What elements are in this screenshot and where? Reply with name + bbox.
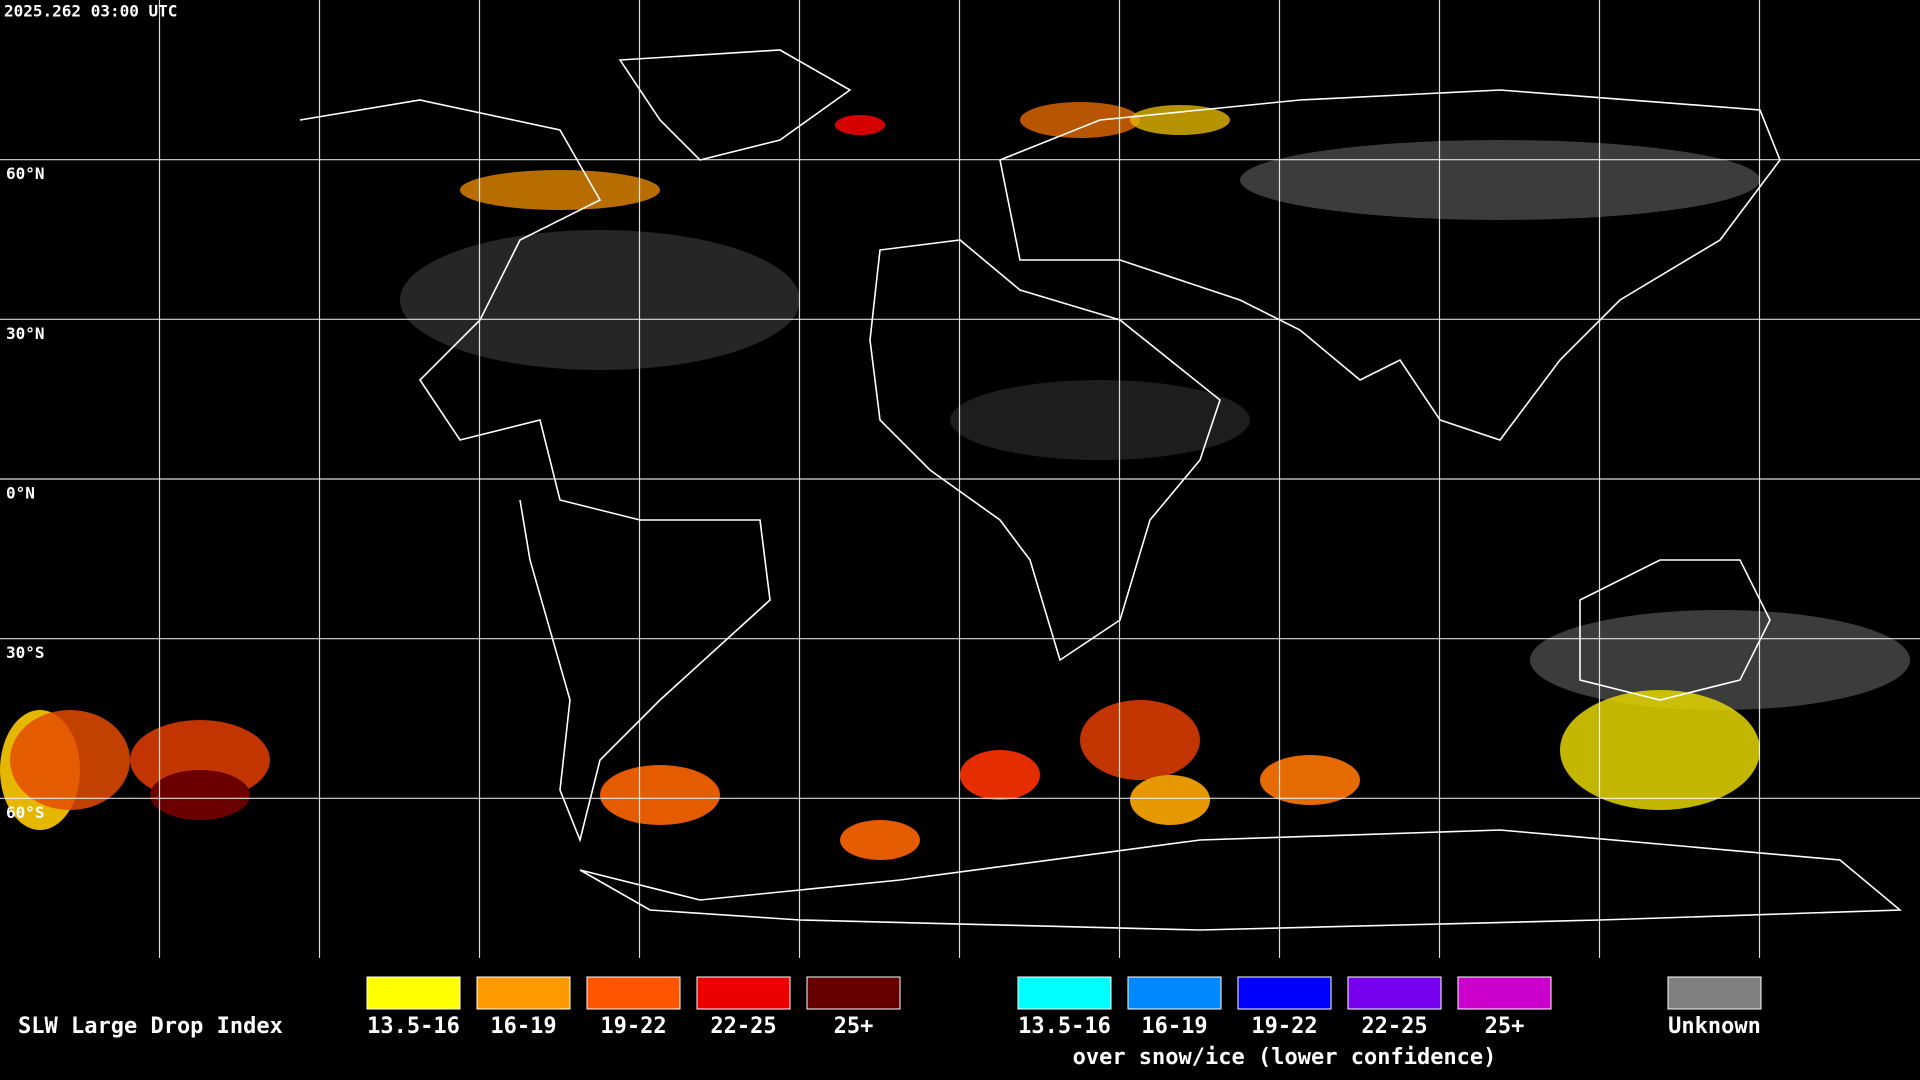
legend-label: 25+ <box>834 1014 874 1039</box>
legend-label: 16-19 <box>1141 1014 1207 1039</box>
legend-label: 25+ <box>1485 1014 1525 1039</box>
legend-swatch <box>476 976 571 1010</box>
legend-panel <box>0 958 1920 1080</box>
legend-swatch <box>1667 976 1762 1010</box>
legend-title: SLW Large Drop Index <box>18 1014 283 1039</box>
legend-label: 22-25 <box>710 1014 776 1039</box>
legend-swatch <box>586 976 681 1010</box>
cloud-field <box>0 102 1910 860</box>
latitude-label: 30°S <box>6 643 45 662</box>
legend-swatch <box>806 976 901 1010</box>
graticule <box>0 0 1920 958</box>
legend-label: 13.5-16 <box>1018 1014 1111 1039</box>
legend-label: Unknown <box>1668 1014 1761 1039</box>
legend-swatch <box>1237 976 1332 1010</box>
latitude-label: 0°N <box>6 484 35 503</box>
latitude-label: 30°N <box>6 324 45 343</box>
legend-swatch <box>1017 976 1112 1010</box>
timestamp: 2025.262 03:00 UTC <box>4 2 177 21</box>
latitude-label: 60°N <box>6 164 45 183</box>
latitude-label: 60°S <box>6 803 45 822</box>
legend-label: 16-19 <box>490 1014 556 1039</box>
legend-label: 19-22 <box>600 1014 666 1039</box>
legend-swatch <box>1347 976 1442 1010</box>
legend-label: 22-25 <box>1361 1014 1427 1039</box>
legend-caption: over snow/ice (lower confidence) <box>1073 1045 1497 1070</box>
legend-label: 19-22 <box>1251 1014 1317 1039</box>
legend-swatch <box>696 976 791 1010</box>
legend-label: 13.5-16 <box>367 1014 460 1039</box>
legend-swatch <box>1127 976 1222 1010</box>
legend-swatch <box>1457 976 1552 1010</box>
legend: 13.5-16 16-19 19-22 22-25 25+ 13.5-16 16-19 19-… <box>366 976 1762 1070</box>
legend-swatch <box>366 976 461 1010</box>
